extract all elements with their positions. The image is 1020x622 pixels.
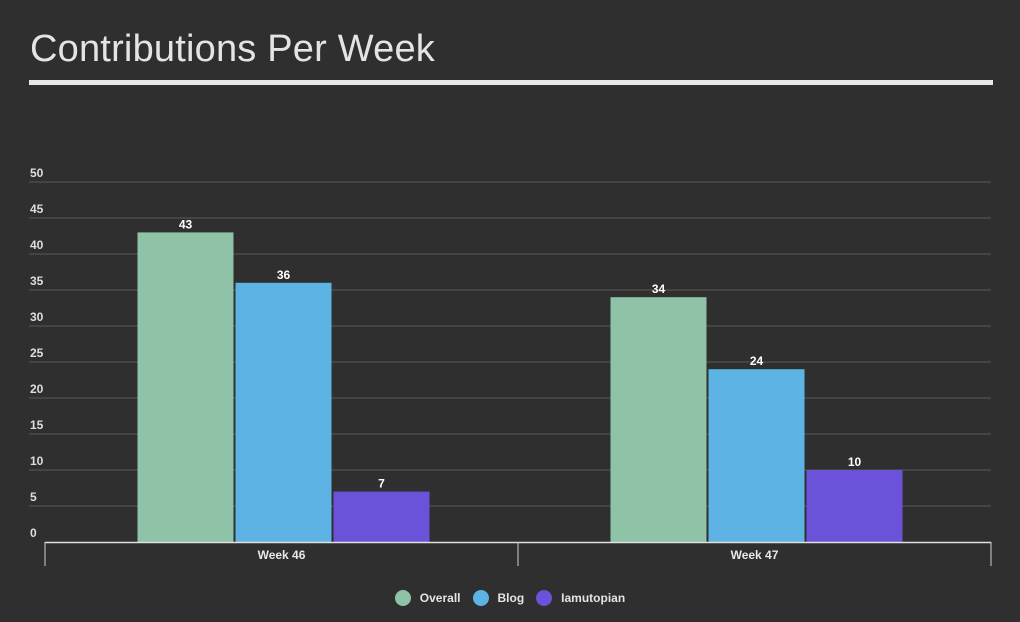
data-label: 10 [848,455,862,469]
bars [137,232,903,542]
bar-iamutopian-week-47 [806,470,903,542]
data-label: 7 [378,477,385,491]
x-axis: Week 46 Week 47 [44,541,992,566]
legend-label: Iamutopian [561,591,626,605]
y-tick-label: 45 [30,202,44,216]
data-label: 34 [652,282,666,296]
data-labels: 43 36 7 34 24 10 [179,217,862,490]
y-tick-label: 40 [30,238,44,252]
x-tick-label: Week 47 [731,548,779,562]
title-underline [29,80,993,85]
bar-overall-week-46 [137,232,234,542]
y-tick-label: 20 [30,382,44,396]
legend-label: Overall [419,591,461,605]
data-label: 43 [179,217,193,231]
legend-item-overall[interactable]: Overall [394,590,461,606]
bar-blog-week-46 [235,282,332,542]
y-tick-label: 30 [30,310,44,324]
y-tick-label: 5 [30,490,37,504]
legend-item-iamutopian[interactable]: Iamutopian [536,590,625,606]
x-tick-label: Week 46 [258,548,306,562]
legend-swatch [394,590,411,606]
legend-item-blog[interactable]: Blog [472,590,525,606]
bar-blog-week-47 [708,369,805,542]
y-tick-label: 35 [30,274,44,288]
y-tick-label: 50 [30,166,44,180]
y-axis-ticks: 0 5 10 15 20 25 30 35 40 45 50 [30,166,44,540]
y-tick-label: 10 [30,454,44,468]
y-tick-label: 25 [30,346,44,360]
data-label: 36 [277,268,291,282]
y-tick-label: 0 [30,526,37,540]
chart-title: Contributions Per Week [30,28,435,70]
bar-overall-week-47 [610,297,707,542]
data-label: 24 [750,354,764,368]
legend-swatch [536,590,553,606]
bar-chart: 0 5 10 15 20 25 30 35 40 45 50 43 36 7 34 24 10 Week 46… [29,166,992,566]
legend-label: Blog [497,591,525,605]
bar-iamutopian-week-46 [333,491,430,542]
legend-swatch [472,590,489,606]
y-tick-label: 15 [30,418,44,432]
legend: Overall Blog Iamutopian [0,590,1020,606]
